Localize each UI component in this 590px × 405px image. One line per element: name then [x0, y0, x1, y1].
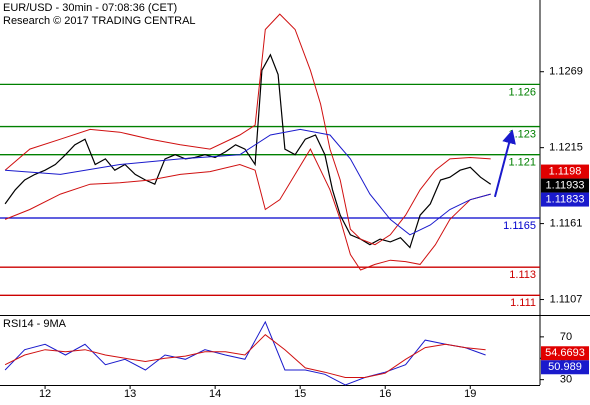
x-tick-label: 15	[294, 388, 306, 400]
y-tick-label: 1.1269	[549, 66, 583, 78]
x-tick-label: 13	[124, 388, 136, 400]
panel-title: RSI14 - 9MA	[3, 318, 67, 330]
chart-subtitle: Research © 2017 TRADING CENTRAL	[3, 15, 196, 27]
price-tag	[541, 360, 589, 375]
y-tick-label: 70	[560, 331, 572, 343]
y-tick-label: 1.1161	[550, 218, 583, 230]
price-tag-label: 50.989	[548, 361, 582, 373]
level-label: 1.111	[510, 297, 536, 309]
series-line	[4, 148, 491, 271]
projection-arrow	[493, 129, 516, 198]
plot-bg	[0, 0, 540, 385]
price-tag	[541, 192, 589, 207]
price-tag-label: 1.11833	[546, 193, 585, 205]
series-line	[4, 53, 492, 249]
price-tag-label: 1.1198	[549, 165, 582, 177]
x-tick-label: 16	[379, 388, 391, 400]
series-line	[4, 13, 491, 246]
price-tag	[541, 164, 589, 179]
series-line	[4, 334, 486, 378]
series-line	[5, 128, 491, 236]
series-line	[4, 320, 486, 386]
x-tick-label: 19	[464, 388, 476, 400]
level-label: 1.123	[508, 128, 536, 140]
level-label: 1.121	[508, 157, 536, 169]
x-tick-label: 14	[209, 388, 221, 400]
level-label: 1.1165	[503, 220, 536, 232]
price-tag-label: 1.11933	[546, 179, 585, 191]
level-label: 1.126	[508, 86, 536, 98]
price-tag	[541, 178, 589, 193]
price-tag-label: 54.6693	[545, 347, 585, 359]
level-label: 1.113	[509, 269, 536, 281]
y-tick-label: 30	[560, 374, 572, 386]
price-tag	[541, 346, 589, 361]
chart-title: EUR/USD - 30min - 07:08:36 (CET)	[3, 2, 177, 14]
y-tick-label: 1.1215	[549, 142, 583, 154]
y-tick-label: 1.1107	[550, 293, 583, 305]
x-tick-label: 12	[39, 388, 51, 400]
